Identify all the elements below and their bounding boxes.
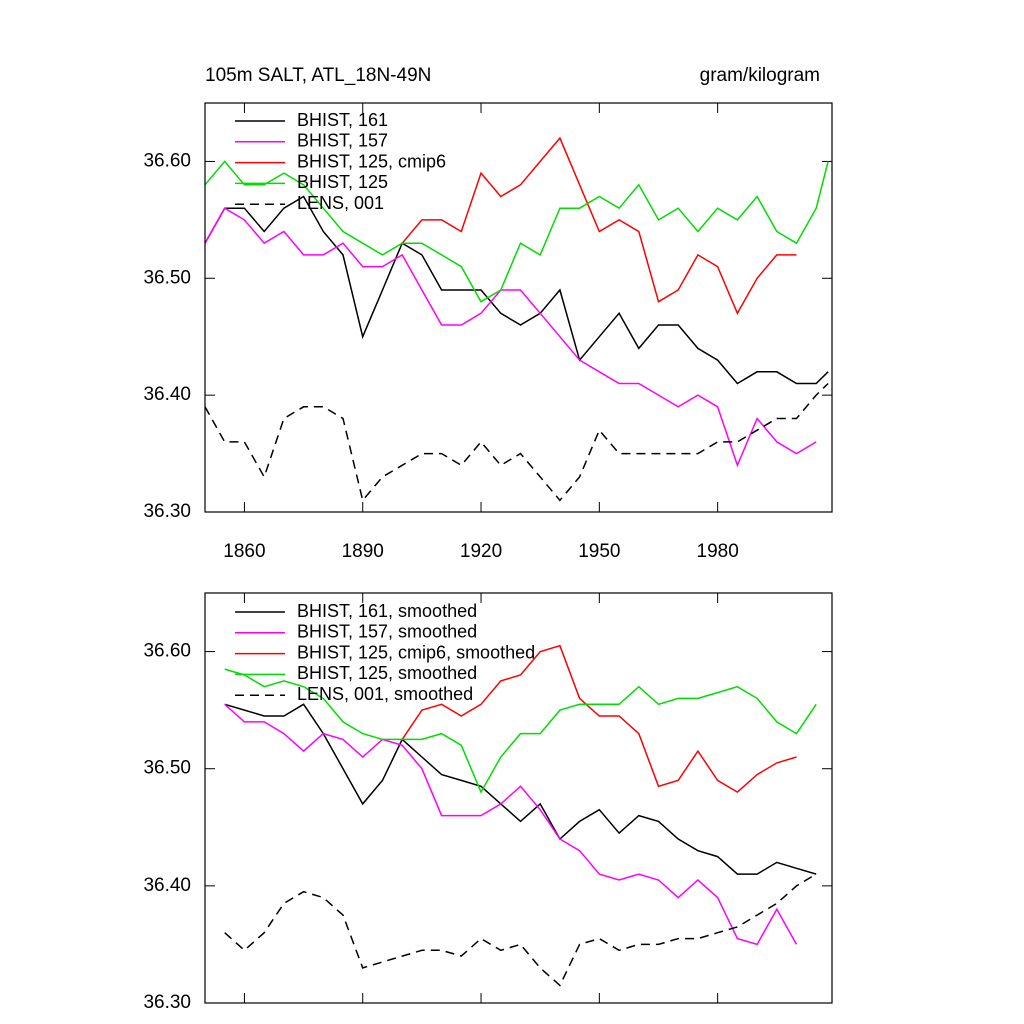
plot-frame: [204, 592, 833, 1004]
series-line: [204, 195, 829, 385]
y-tick-label: 36.50: [143, 267, 191, 288]
x-tick-label: 1860: [223, 541, 265, 562]
legend-label: BHIST, 161, smoothed: [297, 601, 477, 621]
y-tick-label: 36.50: [143, 758, 191, 779]
series-line: [204, 207, 817, 468]
legend-label: BHIST, 157, smoothed: [297, 622, 477, 642]
y-tick-label: 36.30: [143, 501, 191, 522]
series-line: [204, 160, 829, 303]
x-tick-label: 1980: [697, 541, 739, 562]
series-line: [224, 873, 817, 987]
series-line: [224, 703, 817, 875]
series-line: [204, 382, 829, 502]
y-tick-label: 36.40: [143, 384, 191, 405]
units-label: gram/kilogram: [700, 65, 820, 86]
plot-frame: [204, 102, 833, 513]
legend-label: BHIST, 125, cmip6, smoothed: [297, 642, 535, 662]
series-line: [224, 668, 817, 794]
legend-label: BHIST, 125, smoothed: [297, 663, 477, 683]
legend-label: BHIST, 125: [297, 172, 388, 192]
x-tick-label: 1920: [460, 541, 502, 562]
series-line: [401, 644, 797, 794]
legend-label: BHIST, 157: [297, 131, 388, 151]
y-tick-label: 36.30: [143, 992, 191, 1013]
y-tick-label: 36.60: [143, 641, 191, 662]
series-line: [401, 136, 797, 315]
legend-label: LENS, 001, smoothed: [297, 684, 473, 704]
x-tick-label: 1950: [578, 541, 620, 562]
legend-label: BHIST, 161: [297, 110, 388, 130]
legend-label: BHIST, 125, cmip6: [297, 151, 446, 171]
x-tick-label: 1890: [342, 541, 384, 562]
series-line: [224, 703, 798, 946]
chart-title: 105m SALT, ATL_18N-49N: [205, 65, 431, 86]
y-tick-label: 36.60: [143, 150, 191, 171]
y-tick-label: 36.40: [143, 875, 191, 896]
legend-label: LENS, 001: [297, 193, 384, 213]
